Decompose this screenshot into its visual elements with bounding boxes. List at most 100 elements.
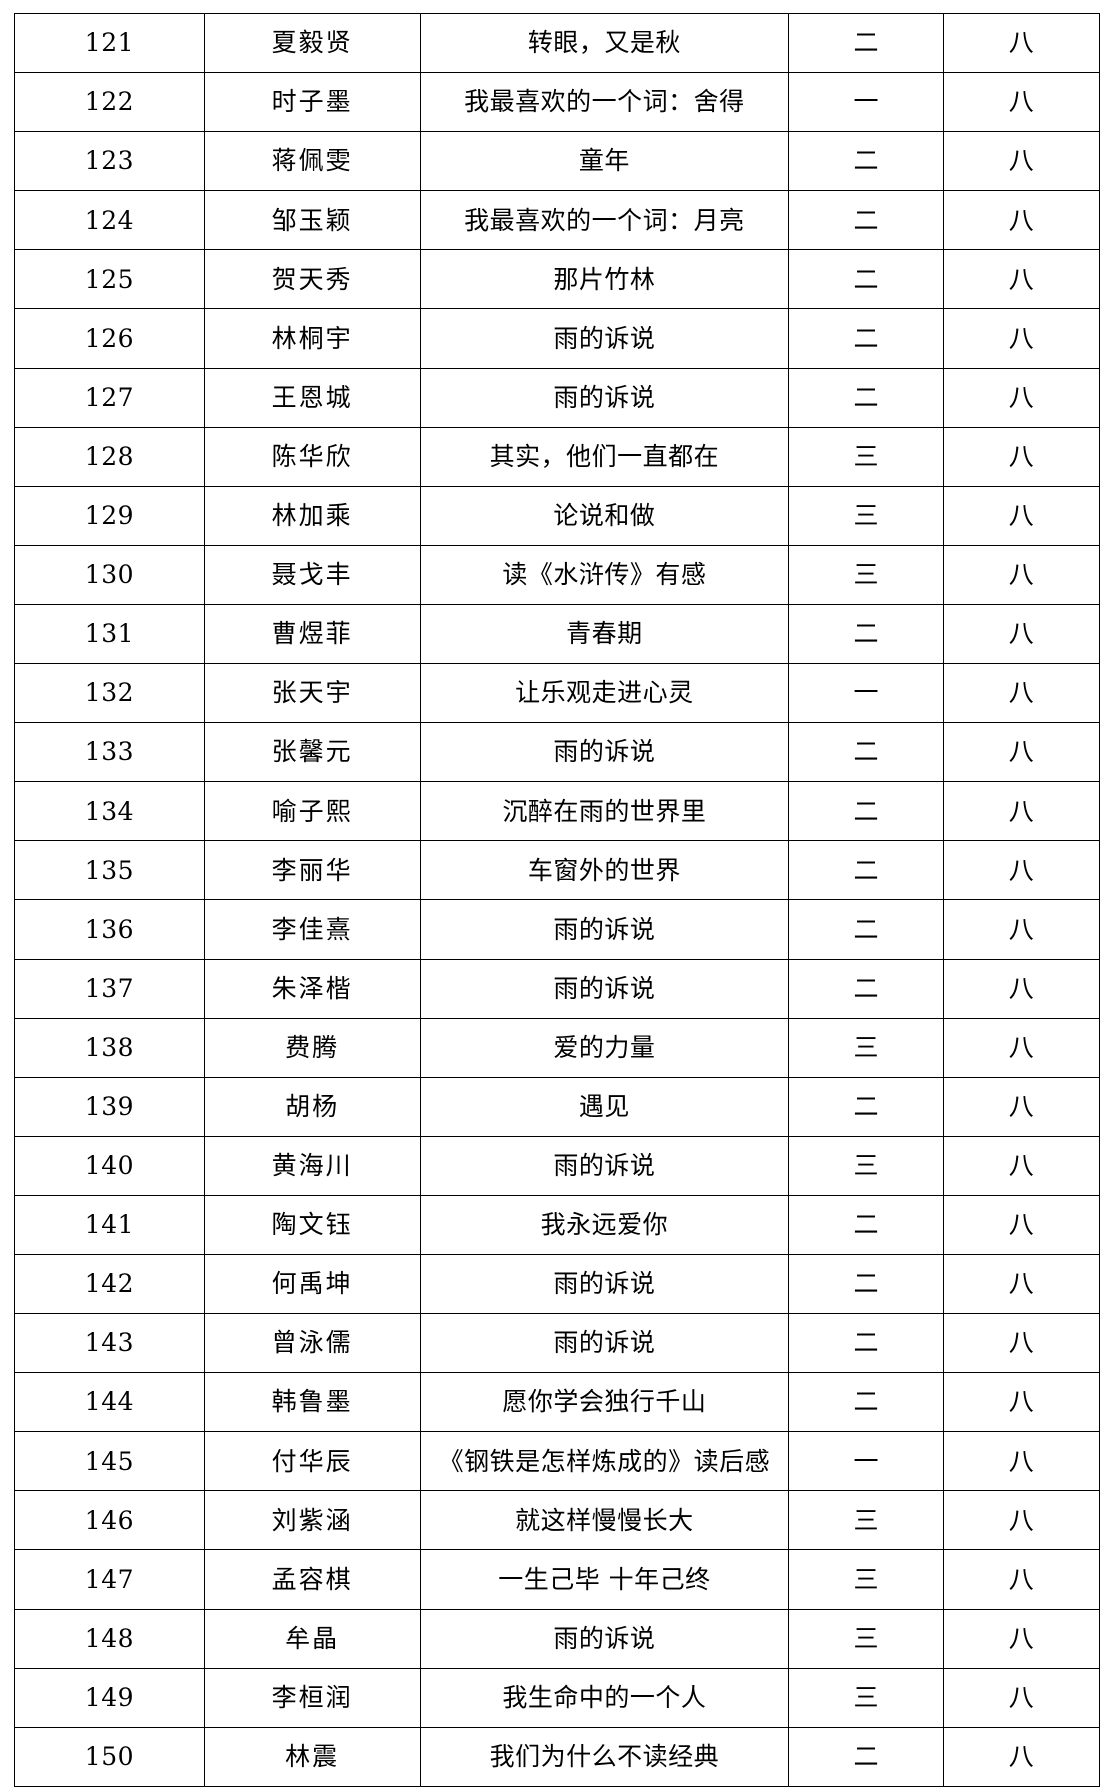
table-row: 123 蒋佩雯 童年二八 bbox=[14, 131, 1101, 192]
table-row: 144 韩鲁墨 愿你学会独行千山二八 bbox=[14, 1372, 1101, 1433]
cell-grade: 八 bbox=[942, 131, 1101, 192]
cell-sequence-number: 140 bbox=[14, 1135, 205, 1196]
cell-award-level: 二 bbox=[788, 1194, 944, 1255]
cell-grade: 八 bbox=[942, 426, 1101, 487]
cell-work-title: 我最喜欢的一个词：月亮 bbox=[419, 190, 790, 251]
cell-work-title: 一生己毕 十年己终 bbox=[419, 1549, 790, 1610]
table-row: 140 黄海川 雨的诉说三八 bbox=[14, 1135, 1101, 1196]
table-body: 121 夏毅贤 转眼，又是秋二八 122 时子墨 我最喜欢的一个词：舍得一八 123 蒋佩雯童… bbox=[14, 12, 1101, 1787]
cell-sequence-number: 134 bbox=[14, 781, 205, 842]
cell-award-level: 二 bbox=[788, 1253, 944, 1315]
cell-student-name: 喻子熙 bbox=[203, 781, 421, 842]
cell-award-level: 三 bbox=[788, 1549, 944, 1610]
cell-sequence-number: 142 bbox=[14, 1253, 205, 1315]
cell-sequence-number: 147 bbox=[14, 1549, 205, 1610]
table-row: 137 朱泽楷 雨的诉说二八 bbox=[14, 958, 1101, 1019]
table-row: 149 李桓润 我生命中的一个人三八 bbox=[14, 1667, 1101, 1728]
table-row: 139 胡杨 遇见二八 bbox=[14, 1076, 1101, 1137]
cell-student-name: 朱泽楷 bbox=[203, 958, 421, 1019]
cell-award-level: 三 bbox=[788, 485, 944, 546]
cell-sequence-number: 139 bbox=[14, 1076, 205, 1137]
cell-award-level: 三 bbox=[788, 1608, 944, 1669]
table-row: 132 张天宇 让乐观走进心灵一八 bbox=[14, 663, 1101, 724]
cell-work-title: 让乐观走进心灵 bbox=[419, 663, 790, 724]
cell-award-level: 三 bbox=[788, 1490, 944, 1551]
cell-sequence-number: 124 bbox=[14, 190, 205, 251]
cell-student-name: 费腾 bbox=[203, 1017, 421, 1078]
cell-grade: 八 bbox=[942, 958, 1101, 1019]
cell-work-title: 就这样慢慢长大 bbox=[419, 1490, 790, 1551]
cell-work-title: 我生命中的一个人 bbox=[419, 1667, 790, 1728]
cell-grade: 八 bbox=[942, 781, 1101, 842]
table-row: 141 陶文钰 我永远爱你二八 bbox=[14, 1194, 1101, 1255]
table-row: 136 李佳熹 雨的诉说二八 bbox=[14, 899, 1101, 960]
cell-grade: 八 bbox=[942, 1194, 1101, 1255]
cell-grade: 八 bbox=[942, 1253, 1101, 1315]
table-row: 130 聂戈丰 读《水浒传》有感三八 bbox=[14, 544, 1101, 605]
cell-sequence-number: 150 bbox=[14, 1726, 205, 1787]
cell-student-name: 韩鲁墨 bbox=[203, 1372, 421, 1433]
cell-award-level: 二 bbox=[788, 190, 944, 251]
table-row: 127 王恩城 雨的诉说二八 bbox=[14, 367, 1101, 428]
cell-work-title: 雨的诉说 bbox=[419, 308, 790, 369]
cell-student-name: 付华辰 bbox=[203, 1431, 421, 1492]
cell-student-name: 林震 bbox=[203, 1726, 421, 1787]
cell-sequence-number: 143 bbox=[14, 1313, 205, 1374]
cell-sequence-number: 137 bbox=[14, 958, 205, 1019]
cell-grade: 八 bbox=[942, 663, 1101, 724]
cell-sequence-number: 141 bbox=[14, 1194, 205, 1255]
cell-work-title: 转眼，又是秋 bbox=[419, 12, 790, 74]
cell-award-level: 三 bbox=[788, 426, 944, 487]
table-row: 145 付华辰 《钢铁是怎样炼成的》读后感一八 bbox=[14, 1431, 1101, 1492]
cell-grade: 八 bbox=[942, 1431, 1101, 1492]
cell-sequence-number: 148 bbox=[14, 1608, 205, 1669]
table-row: 134 喻子熙 沉醉在雨的世界里二八 bbox=[14, 781, 1101, 842]
cell-student-name: 王恩城 bbox=[203, 367, 421, 428]
cell-grade: 八 bbox=[942, 1017, 1101, 1078]
cell-work-title: 我永远爱你 bbox=[419, 1194, 790, 1255]
cell-student-name: 曹煜菲 bbox=[203, 603, 421, 665]
cell-student-name: 刘紫涵 bbox=[203, 1490, 421, 1551]
cell-award-level: 二 bbox=[788, 308, 944, 369]
cell-sequence-number: 144 bbox=[14, 1372, 205, 1433]
cell-grade: 八 bbox=[942, 1667, 1101, 1728]
cell-sequence-number: 132 bbox=[14, 663, 205, 724]
cell-award-level: 二 bbox=[788, 603, 944, 665]
cell-award-level: 二 bbox=[788, 249, 944, 310]
table-row: 124 邹玉颖 我最喜欢的一个词：月亮二八 bbox=[14, 190, 1101, 251]
cell-grade: 八 bbox=[942, 72, 1101, 133]
cell-award-level: 二 bbox=[788, 131, 944, 192]
cell-student-name: 何禹坤 bbox=[203, 1253, 421, 1315]
cell-award-level: 二 bbox=[788, 367, 944, 428]
cell-work-title: 其实，他们一直都在 bbox=[419, 426, 790, 487]
cell-grade: 八 bbox=[942, 544, 1101, 605]
cell-award-level: 二 bbox=[788, 722, 944, 783]
table-row: 142 何禹坤 雨的诉说二八 bbox=[14, 1253, 1101, 1315]
table-row: 138 费腾 爱的力量三八 bbox=[14, 1017, 1101, 1078]
cell-award-level: 三 bbox=[788, 1135, 944, 1196]
cell-award-level: 二 bbox=[788, 840, 944, 901]
cell-work-title: 读《水浒传》有感 bbox=[419, 544, 790, 605]
cell-sequence-number: 135 bbox=[14, 840, 205, 901]
cell-student-name: 胡杨 bbox=[203, 1076, 421, 1137]
cell-work-title: 雨的诉说 bbox=[419, 958, 790, 1019]
cell-award-level: 二 bbox=[788, 781, 944, 842]
cell-student-name: 陶文钰 bbox=[203, 1194, 421, 1255]
cell-student-name: 孟容棋 bbox=[203, 1549, 421, 1610]
cell-award-level: 二 bbox=[788, 12, 944, 74]
cell-award-level: 三 bbox=[788, 1017, 944, 1078]
table-row: 150 林震 我们为什么不读经典二八 bbox=[14, 1726, 1101, 1787]
table-row: 128 陈华欣 其实，他们一直都在三八 bbox=[14, 426, 1101, 487]
cell-student-name: 牟晶 bbox=[203, 1608, 421, 1669]
cell-sequence-number: 131 bbox=[14, 603, 205, 665]
cell-sequence-number: 133 bbox=[14, 722, 205, 783]
cell-sequence-number: 127 bbox=[14, 367, 205, 428]
cell-work-title: 雨的诉说 bbox=[419, 1313, 790, 1374]
cell-grade: 八 bbox=[942, 1135, 1101, 1196]
cell-work-title: 我最喜欢的一个词：舍得 bbox=[419, 72, 790, 133]
cell-sequence-number: 146 bbox=[14, 1490, 205, 1551]
cell-work-title: 雨的诉说 bbox=[419, 367, 790, 428]
cell-sequence-number: 126 bbox=[14, 308, 205, 369]
cell-sequence-number: 136 bbox=[14, 899, 205, 960]
